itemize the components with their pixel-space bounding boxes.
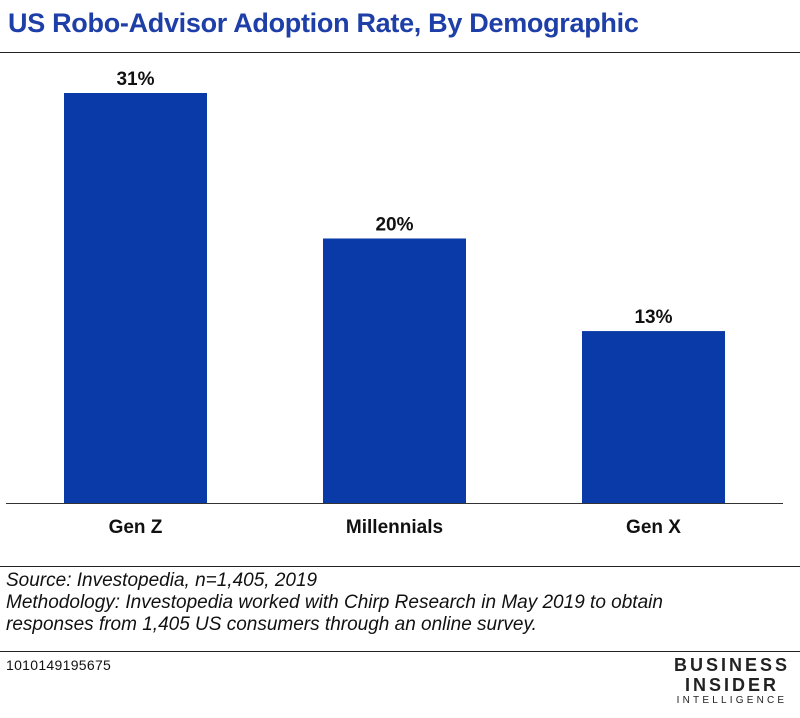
chart-title: US Robo-Advisor Adoption Rate, By Demogr…: [8, 8, 639, 38]
logo-line-1: BUSINESS: [673, 655, 790, 675]
source-note: Source: Investopedia, n=1,405, 2019: [6, 570, 318, 591]
bottom-divider: [0, 651, 800, 652]
chart-id: 1010149195675: [6, 657, 112, 673]
footnote-divider: [0, 566, 800, 567]
value-label-gen-z: 31%: [116, 69, 154, 90]
logo-line-2: INSIDER: [684, 675, 779, 695]
category-label-millennials: Millennials: [346, 517, 443, 538]
title-divider: [0, 52, 800, 53]
logo-line-3: INTELLIGENCE: [676, 695, 788, 706]
methodology-note-line-2: responses from 1,405 US consumers throug…: [6, 614, 537, 635]
category-label-gen-z: Gen Z: [109, 517, 163, 538]
value-label-millennials: 20%: [375, 214, 413, 235]
business-insider-intelligence-logo: BUSINESS INSIDER INTELLIGENCE: [674, 655, 790, 707]
methodology-note-line-1: Methodology: Investopedia worked with Ch…: [6, 592, 663, 613]
category-label-gen-x: Gen X: [626, 517, 681, 538]
value-label-gen-x: 13%: [634, 307, 672, 328]
bar-chart: 31% Gen Z 20% Millennials 13% Gen X: [6, 69, 783, 538]
bar-gen-x: [582, 331, 725, 503]
footnotes: Source: Investopedia, n=1,405, 2019 Meth…: [6, 570, 796, 636]
bar-millennials: [323, 238, 466, 503]
bar-gen-z: [64, 93, 207, 503]
